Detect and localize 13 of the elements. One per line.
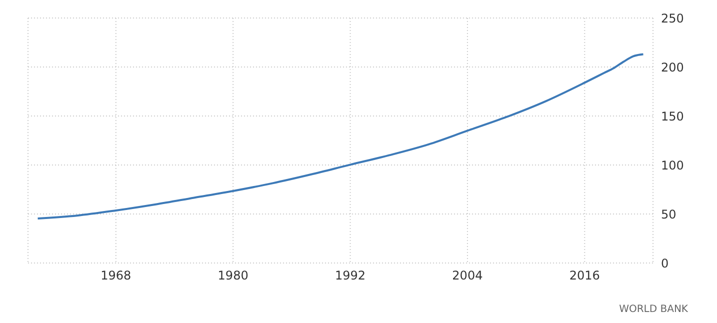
y-tick-label: 100: [661, 158, 684, 172]
y-tick-label: 50: [661, 207, 676, 222]
x-tick-label: 1980: [218, 268, 248, 283]
x-tick-label: 1992: [334, 268, 366, 283]
y-tick-label: 250: [661, 11, 684, 26]
x-tick-label: 1968: [100, 268, 132, 283]
x-tick-label: 2004: [452, 268, 483, 283]
y-tick-label: 0: [661, 256, 669, 270]
x-tick-label: 2016: [569, 268, 600, 283]
y-tick-label: 200: [661, 60, 684, 74]
y-tick-label: 150: [661, 109, 684, 124]
text: WORLD BANK: [619, 304, 688, 315]
line-series: [36, 53, 644, 220]
